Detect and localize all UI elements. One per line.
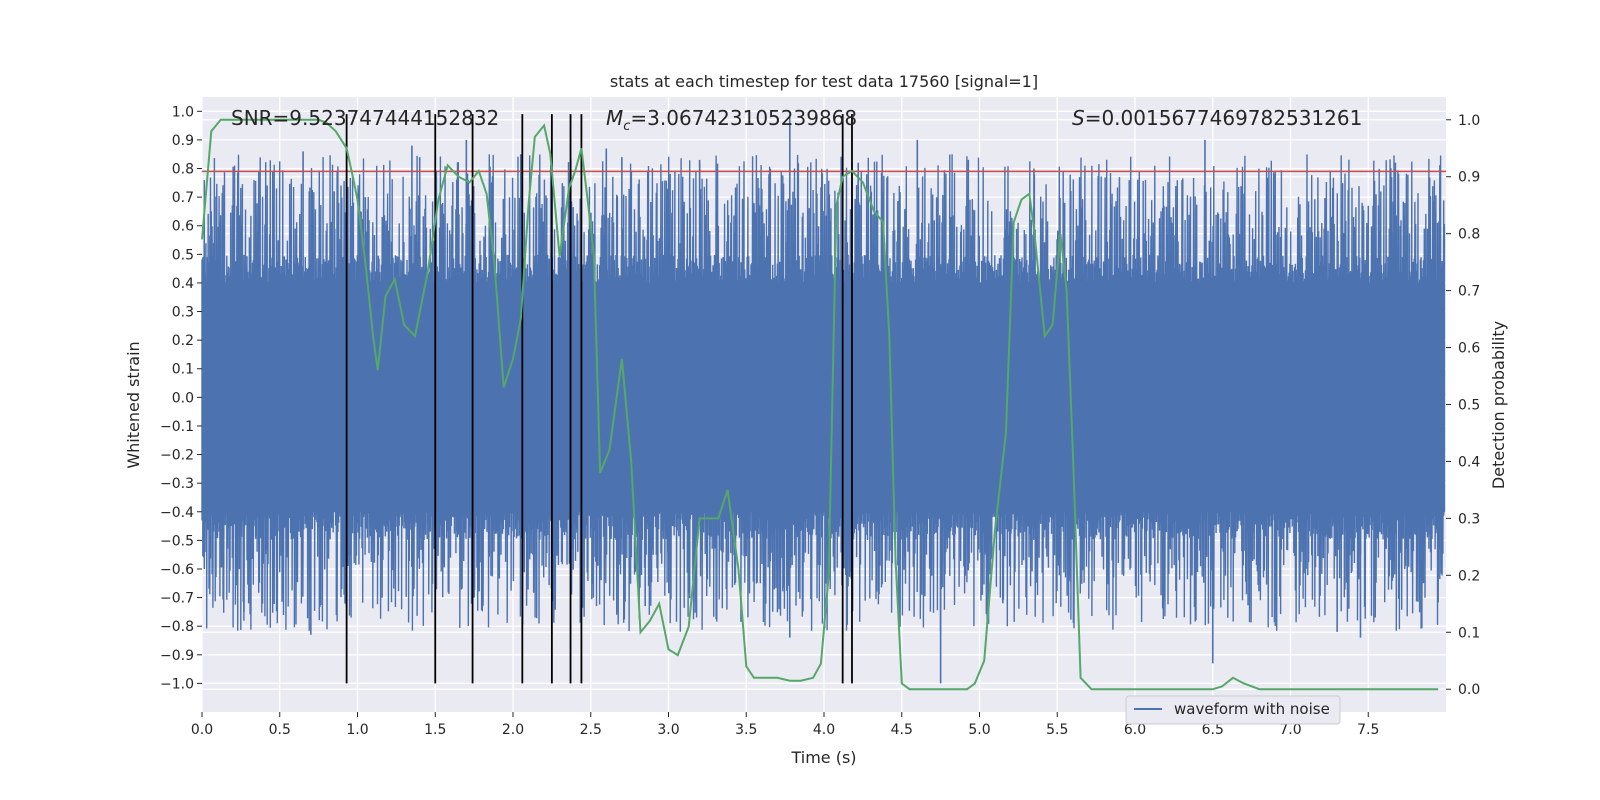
x-tick-label: 6.5: [1202, 722, 1224, 738]
y-tick-labels: 1.0 0.9 0.8 0.7 0.6 0.5 0.4 0.3 0.2 0.1 0.0 −0.1 −0.…: [160, 104, 202, 692]
waveform-series: [201, 117, 1446, 684]
y-tick-label: 0.3: [172, 305, 194, 321]
x-tick-label: 1.5: [424, 722, 446, 738]
chirp-mass-symbol: M: [606, 106, 623, 130]
x-tick-label: 0.0: [191, 722, 213, 738]
x-tick-labels: 0.0 0.5 1.0 1.5 2.0 2.5 3.0 3.5 4.0 4.5 5.0 5.5 6.0 6…: [191, 712, 1379, 738]
probability-series: [201, 118, 1439, 691]
x-tick-label: 7.5: [1357, 722, 1379, 738]
chart-title: stats at each timestep for test data 175…: [610, 72, 1038, 91]
y-tick-label: 0.2: [172, 333, 194, 349]
y-tick-label: −0.2: [160, 448, 194, 464]
x-axis-label: Time (s): [790, 748, 856, 767]
y-tick-label: −0.7: [160, 591, 194, 607]
y-tick-label: 0.8: [172, 162, 194, 178]
x-tick-label: 4.5: [891, 722, 913, 738]
snr-annotation: SNR=9.523747444152832: [231, 106, 499, 130]
x-tick-label: 4.0: [813, 722, 835, 738]
y2-tick-label: 0.3: [1458, 511, 1480, 527]
s-symbol: S: [1072, 106, 1085, 130]
waveform-core: [202, 282, 1445, 512]
y-tick-label: −0.5: [160, 533, 194, 549]
x-tick-label: 5.5: [1046, 722, 1068, 738]
s-value: =0.0015677469782531261: [1085, 106, 1363, 130]
x-tick-label: 2.0: [502, 722, 524, 738]
y2-tick-labels: 1.0 0.9 0.8 0.7 0.6 0.5 0.4 0.3 0.2 0.1 0.0: [1446, 113, 1480, 698]
y2-tick-label: 0.8: [1458, 227, 1480, 243]
chirp-mass-value: =3.067423105239868: [630, 106, 857, 130]
probability-line: [201, 118, 1439, 691]
y-axis-label: Whitened strain: [124, 341, 143, 468]
x-tick-label: 3.0: [657, 722, 679, 738]
x-tick-label: 0.5: [269, 722, 291, 738]
x-tick-label: 7.0: [1279, 722, 1301, 738]
y-tick-label: 0.1: [172, 362, 194, 378]
y-tick-label: 0.5: [172, 247, 194, 263]
chirp-mass-subscript: c: [623, 119, 630, 134]
y2-tick-label: 1.0: [1458, 113, 1480, 129]
y-tick-label: −0.8: [160, 619, 194, 635]
legend-box: [1125, 695, 1341, 725]
s-annotation: S=0.0015677469782531261: [1072, 106, 1362, 130]
legend-label-waveform: waveform with noise: [1174, 700, 1330, 718]
x-tick-label: 2.5: [580, 722, 602, 738]
y2-tick-label: 0.5: [1458, 398, 1480, 414]
y2-tick-label: 0.1: [1458, 625, 1480, 641]
x-tick-label: 6.0: [1124, 722, 1146, 738]
y-tick-label: −0.6: [160, 562, 194, 578]
y-tick-label: 0.6: [172, 219, 194, 235]
trigger-lines: [345, 114, 853, 684]
y-tick-label: −0.4: [160, 505, 194, 521]
y2-axis-label: Detection probability: [1489, 321, 1508, 489]
y-tick-label: 0.9: [172, 133, 194, 149]
x-tick-label: 5.0: [968, 722, 990, 738]
y2-tick-label: 0.9: [1458, 170, 1480, 186]
y2-tick-label: 0.2: [1458, 568, 1480, 584]
y2-tick-label: 0.7: [1458, 284, 1480, 300]
chirp-mass-annotation: Mc=3.067423105239868: [606, 106, 857, 134]
y-tick-label: 0.0: [172, 390, 194, 406]
y-tick-label: 0.7: [172, 190, 194, 206]
y-tick-label: −0.3: [160, 476, 194, 492]
legend: waveform with noise: [1125, 695, 1341, 725]
y-tick-label: 0.4: [172, 276, 194, 292]
y-tick-label: −0.1: [160, 419, 194, 435]
y2-tick-label: 0.6: [1458, 341, 1480, 357]
y-tick-label: −1.0: [160, 676, 194, 692]
x-tick-label: 3.5: [735, 722, 757, 738]
y2-tick-label: 0.4: [1458, 454, 1480, 470]
y-tick-label: 1.0: [172, 104, 194, 120]
y-tick-label: −0.9: [160, 648, 194, 664]
x-tick-label: 1.0: [346, 722, 368, 738]
y2-tick-label: 0.0: [1458, 682, 1480, 698]
